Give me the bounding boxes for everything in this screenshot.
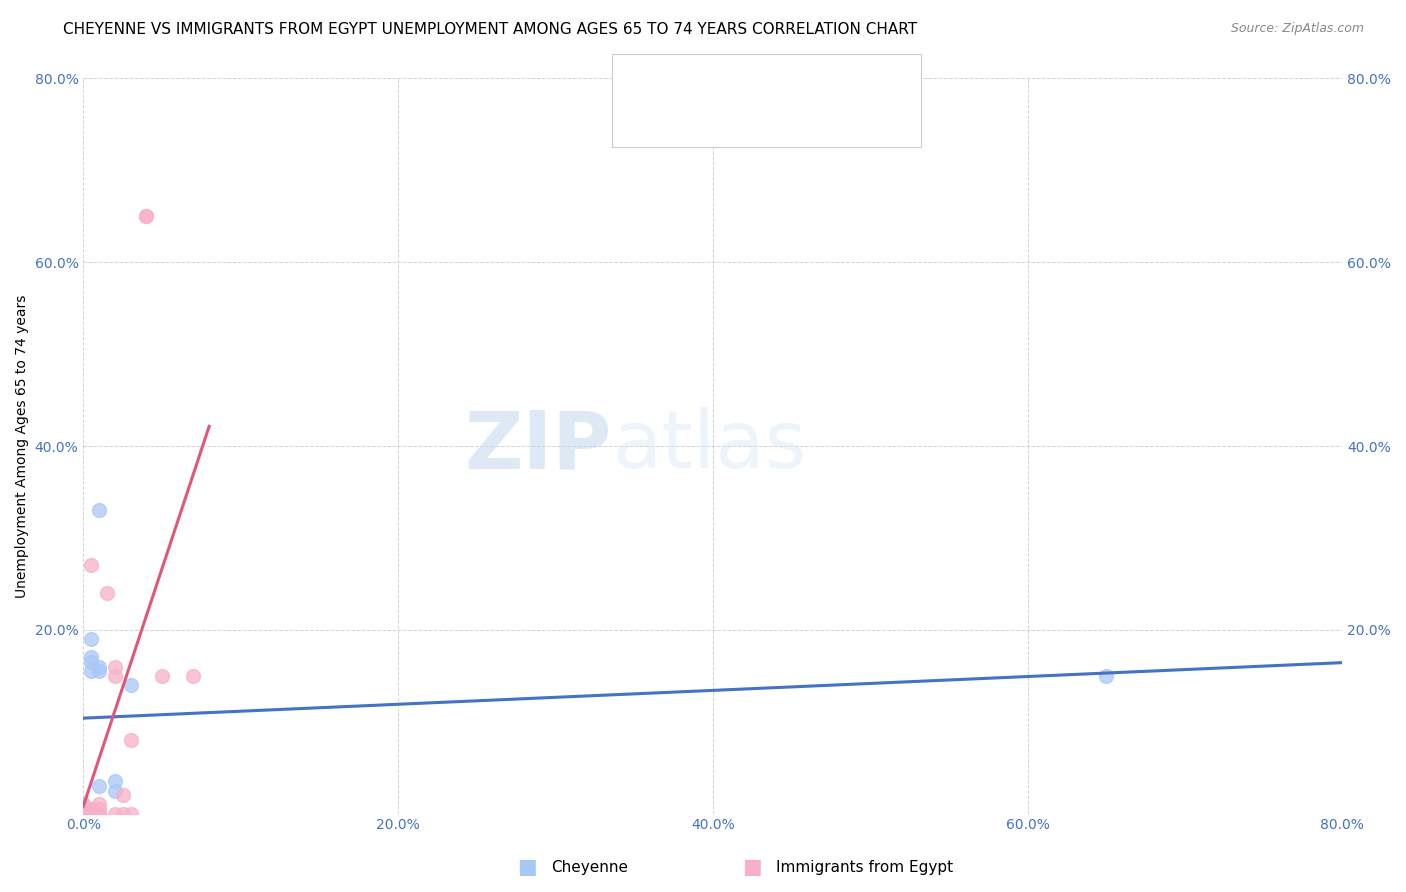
Text: ZIP: ZIP: [465, 407, 612, 485]
Text: -0.101: -0.101: [703, 71, 756, 87]
Point: [87, 779, 110, 793]
FancyBboxPatch shape: [621, 63, 652, 94]
Point: [135, 209, 157, 223]
Point: [87, 797, 110, 812]
Text: atlas: atlas: [612, 407, 807, 485]
Point: [80, 632, 103, 646]
Point: [72, 802, 94, 816]
Point: [104, 806, 127, 821]
Point: [80, 650, 103, 665]
Point: [72, 806, 94, 821]
Text: 29: 29: [834, 115, 856, 130]
Point: [80, 806, 103, 821]
Point: [104, 774, 127, 789]
Point: [72, 806, 94, 821]
Point: [87, 664, 110, 678]
Text: Immigrants from Egypt: Immigrants from Egypt: [776, 860, 953, 874]
Point: [72, 806, 94, 821]
Point: [80, 655, 103, 669]
Point: [80, 802, 103, 816]
Text: ■: ■: [517, 857, 537, 877]
Y-axis label: Unemployment Among Ages 65 to 74 years: Unemployment Among Ages 65 to 74 years: [15, 294, 30, 598]
Point: [80, 558, 103, 573]
Point: [72, 806, 94, 821]
Point: [87, 806, 110, 821]
Point: [120, 733, 142, 747]
Text: R =: R =: [661, 115, 695, 130]
Point: [72, 802, 94, 816]
Point: [111, 788, 134, 802]
Point: [72, 806, 94, 821]
Text: N =: N =: [792, 115, 825, 130]
Point: [87, 806, 110, 821]
Point: [183, 669, 205, 683]
Point: [72, 806, 94, 821]
Text: N =: N =: [792, 71, 825, 87]
Text: Source: ZipAtlas.com: Source: ZipAtlas.com: [1230, 22, 1364, 36]
Point: [96, 586, 118, 600]
Point: [72, 806, 94, 821]
Point: [104, 669, 127, 683]
Text: CHEYENNE VS IMMIGRANTS FROM EGYPT UNEMPLOYMENT AMONG AGES 65 TO 74 YEARS CORRELA: CHEYENNE VS IMMIGRANTS FROM EGYPT UNEMPL…: [63, 22, 917, 37]
Point: [120, 806, 142, 821]
Point: [120, 678, 142, 692]
Text: R =: R =: [661, 71, 695, 87]
Point: [104, 783, 127, 797]
Point: [80, 664, 103, 678]
Point: [80, 806, 103, 821]
Text: 0.865: 0.865: [703, 115, 751, 130]
Point: [80, 802, 103, 816]
Point: [87, 802, 110, 816]
Point: [135, 209, 157, 223]
Point: [87, 659, 110, 673]
Point: [104, 659, 127, 673]
Text: Cheyenne: Cheyenne: [551, 860, 628, 874]
Text: ■: ■: [742, 857, 762, 877]
FancyBboxPatch shape: [612, 54, 921, 147]
Point: [72, 806, 94, 821]
Point: [72, 797, 94, 812]
Point: [1095, 669, 1118, 683]
Text: 11: 11: [834, 71, 855, 87]
Point: [87, 503, 110, 517]
FancyBboxPatch shape: [621, 107, 652, 138]
Point: [150, 669, 173, 683]
Point: [111, 806, 134, 821]
Point: [72, 797, 94, 812]
